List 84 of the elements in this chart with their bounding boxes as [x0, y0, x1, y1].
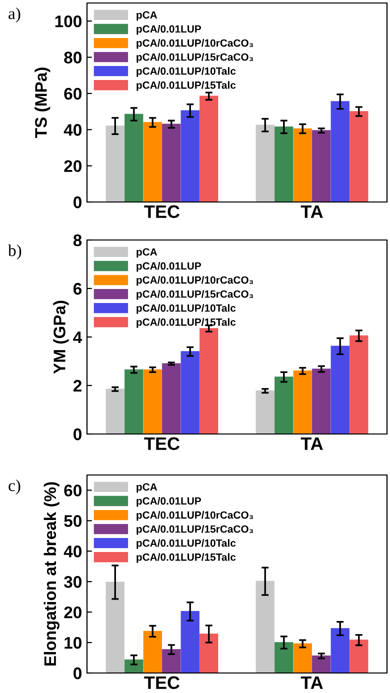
legend-label: pCA/0.01LUP/15Talc — [136, 553, 236, 563]
x-tick-label: TEC — [144, 676, 180, 690]
y-tick-label: 6 — [73, 282, 82, 295]
bar — [330, 101, 350, 202]
y-tick-label: 0 — [74, 667, 82, 680]
text: b) — [8, 244, 22, 260]
legend-label: pCA — [136, 248, 158, 258]
bar — [330, 628, 350, 673]
x-tick-label: TEC — [144, 205, 180, 218]
legend-label: pCA/0.01LUP/10rCaCO₃ — [136, 39, 254, 49]
bar — [200, 96, 218, 202]
bar — [312, 656, 331, 673]
bar — [274, 376, 294, 434]
legend-label: pCA/0.01LUP/10Talc — [136, 67, 236, 77]
bar — [106, 388, 124, 434]
bar — [350, 335, 368, 434]
bar — [106, 582, 124, 673]
legend-label: pCA/0.01LUP/10Talc — [136, 304, 236, 314]
bar — [274, 126, 294, 202]
bar — [312, 368, 331, 434]
y-tick-label: 20 — [64, 606, 82, 618]
y-tick-label: 20 — [64, 160, 82, 172]
legend-label: pCA — [136, 483, 158, 493]
bar — [106, 126, 124, 202]
y-tick-label: 0 — [74, 428, 82, 440]
y-tick-label: 80 — [64, 52, 82, 64]
bar — [180, 351, 200, 434]
x-tick-label: TA — [300, 676, 323, 689]
bar — [124, 114, 144, 202]
x-tick-label: TA — [300, 205, 323, 218]
y-tick-label: 100 — [55, 15, 82, 28]
y-tick-label: 40 — [64, 546, 82, 558]
y-tick-label: 40 — [64, 124, 82, 136]
y-tick-label: 8 — [73, 234, 82, 246]
bar — [330, 346, 350, 434]
bar — [312, 130, 331, 202]
legend-label: pCA/0.01LUP/15rCaCO₃ — [136, 53, 254, 63]
legend-label: pCA/0.01LUP/15Talc — [136, 318, 236, 328]
legend-label: pCA/0.01LUP/10rCaCO₃ — [136, 511, 254, 521]
y-tick-label: 2 — [73, 380, 82, 392]
bar — [143, 122, 162, 202]
text: a) — [8, 7, 20, 23]
bar — [143, 369, 162, 434]
y-tick-label: 60 — [64, 88, 82, 100]
legend-label: pCA/0.01LUP — [136, 25, 202, 35]
y-tick-label: 0 — [74, 196, 82, 208]
bar — [143, 630, 162, 673]
y-tick-label: 10 — [64, 636, 82, 649]
y-axis-title: Elongation at break (%) — [44, 482, 60, 666]
bar — [180, 110, 200, 202]
legend-label: pCA/0.01LUP/15rCaCO₃ — [136, 290, 254, 300]
y-tick-label: 60 — [64, 484, 82, 496]
text: c) — [8, 479, 20, 495]
bar — [256, 124, 274, 202]
bar — [293, 643, 312, 673]
y-tick-label: 4 — [73, 332, 82, 344]
bar — [162, 363, 181, 434]
bar — [162, 649, 181, 673]
bar — [200, 634, 218, 673]
bar — [293, 370, 312, 434]
legend-label: pCA/0.01LUP/15rCaCO₃ — [136, 525, 254, 535]
legend-label: pCA/0.01LUP/10rCaCO₃ — [136, 276, 254, 286]
bar — [350, 111, 368, 202]
y-tick-label: 50 — [64, 515, 82, 527]
y-axis-title: TS (MPa) — [34, 68, 50, 138]
bar — [162, 124, 181, 202]
x-tick-label: TEC — [144, 437, 180, 450]
bar — [256, 390, 274, 434]
bar — [256, 580, 274, 673]
legend-label: pCA/0.01LUP — [136, 262, 202, 272]
bar — [274, 642, 294, 673]
bar — [293, 128, 312, 202]
y-axis-title: YM (GPa) — [53, 300, 69, 374]
y-tick-label: 30 — [64, 576, 82, 588]
bar — [124, 369, 144, 434]
legend-label: pCA/0.01LUP — [136, 497, 202, 507]
x-tick-label: TA — [300, 437, 323, 450]
legend-label: pCA/0.01LUP/15Talc — [136, 81, 236, 91]
bar — [200, 328, 218, 434]
legend-label: pCA — [136, 11, 158, 21]
bar — [180, 611, 200, 673]
bar — [124, 659, 144, 673]
bar — [350, 640, 368, 673]
legend-label: pCA/0.01LUP/10Talc — [136, 539, 236, 549]
